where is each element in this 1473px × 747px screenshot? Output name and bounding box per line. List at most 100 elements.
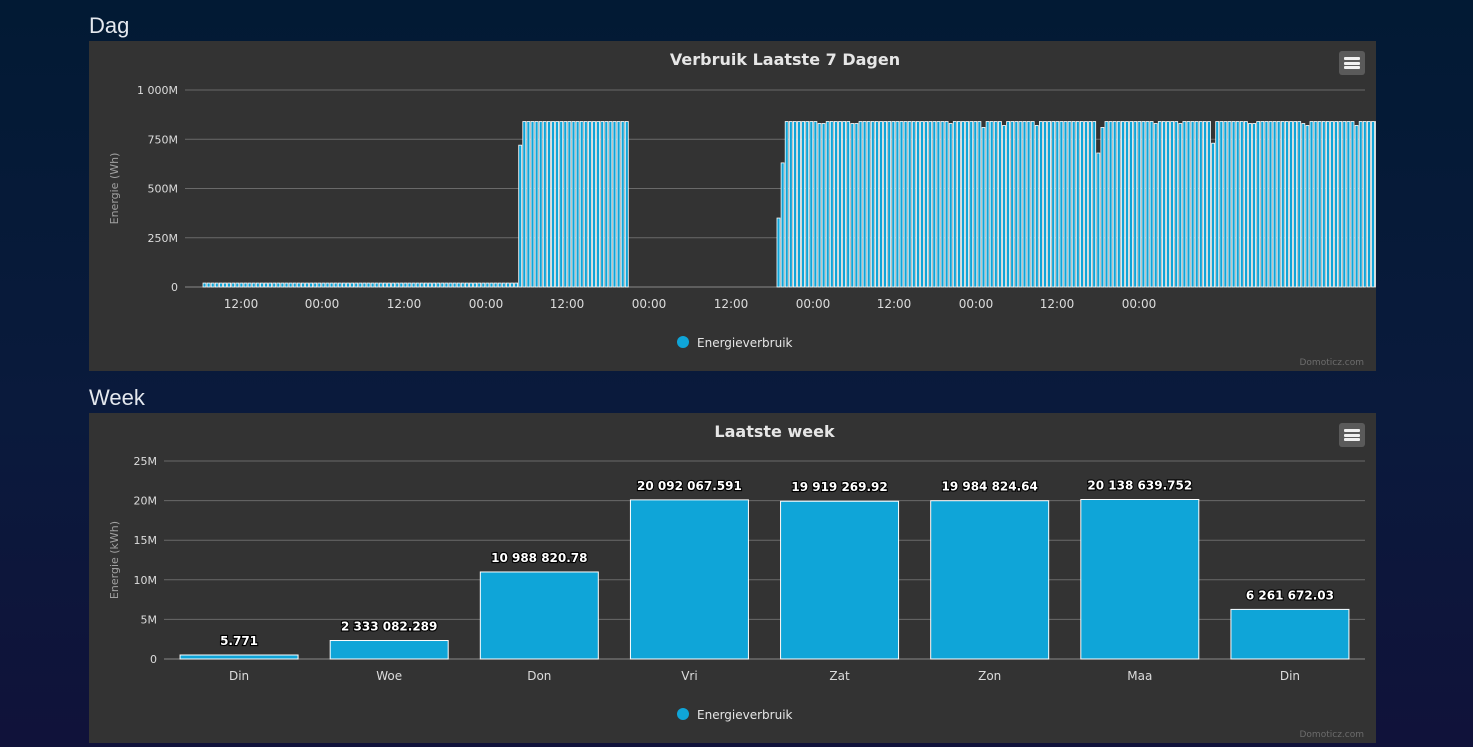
bar [1104, 121, 1109, 288]
bar [793, 121, 797, 288]
bar [1211, 142, 1215, 288]
bar [1219, 121, 1224, 288]
bar [1018, 121, 1023, 288]
bar [895, 121, 900, 288]
bar [514, 282, 519, 288]
bar [1248, 123, 1252, 288]
bar [788, 121, 793, 288]
bar [440, 282, 445, 288]
bar [1166, 121, 1170, 288]
bar [916, 121, 920, 288]
bar [485, 282, 490, 288]
bar [616, 121, 621, 288]
bar [567, 121, 572, 288]
bar [1346, 121, 1351, 288]
x-tick-label: Vri [681, 669, 697, 683]
bar [883, 121, 887, 288]
bar [583, 121, 588, 288]
bar [1116, 121, 1121, 288]
bar [559, 121, 564, 288]
bar [604, 121, 609, 288]
bar [1075, 121, 1080, 288]
bar [866, 121, 871, 288]
bar [395, 282, 400, 288]
bar [846, 121, 851, 288]
week-chart-credits[interactable]: Domoticz.com [1299, 730, 1365, 740]
bar [1223, 121, 1228, 288]
bar [587, 121, 592, 288]
bar [1121, 121, 1125, 288]
bar [374, 282, 379, 288]
bar [505, 282, 510, 288]
bar [870, 121, 875, 288]
bar [784, 121, 789, 288]
day-section-title: Dag [89, 13, 130, 38]
chart-title: Verbruik Laatste 7 Dagen [670, 50, 900, 69]
week-chart-menu-button[interactable] [1339, 423, 1365, 447]
bar [596, 121, 601, 288]
bar [235, 282, 240, 288]
bar [555, 121, 560, 288]
bar [501, 282, 506, 288]
bar [1100, 127, 1105, 288]
bar [288, 282, 293, 288]
bar [1203, 121, 1207, 288]
bar [239, 282, 244, 288]
bar [1010, 121, 1015, 288]
bar [1051, 121, 1056, 288]
data-label: 6 261 672.03 [1246, 588, 1334, 602]
bar [952, 121, 957, 288]
legend-label: Energieverbruik [697, 336, 793, 350]
bar [829, 121, 834, 288]
bar [907, 121, 912, 288]
bar [444, 282, 449, 288]
bar [227, 282, 232, 288]
bar [1334, 121, 1338, 288]
bar [1071, 121, 1076, 288]
day-chart-menu-button[interactable] [1339, 51, 1365, 75]
bar [940, 121, 945, 288]
bar [924, 121, 928, 288]
bar [460, 282, 465, 288]
bar [1080, 499, 1200, 660]
bar [920, 121, 924, 288]
bar [1297, 121, 1302, 288]
x-tick-label: 00:00 [632, 297, 667, 311]
bar [575, 121, 580, 288]
bar [231, 282, 236, 288]
bar [333, 282, 338, 288]
bar [399, 282, 404, 288]
bar [337, 282, 342, 288]
bar [961, 121, 965, 288]
bar [887, 121, 892, 288]
bar [797, 121, 801, 288]
bar [1194, 121, 1199, 288]
bar [1092, 121, 1097, 288]
bar [932, 121, 937, 288]
x-tick-label: Din [229, 669, 249, 683]
bar [378, 282, 383, 288]
x-tick-label: 12:00 [224, 297, 259, 311]
bar [1235, 121, 1240, 288]
bar [317, 282, 322, 288]
bar [473, 282, 478, 288]
bar [1260, 121, 1265, 288]
bar [817, 123, 822, 288]
bar [436, 282, 441, 288]
bar [1256, 121, 1261, 288]
bar [993, 121, 998, 288]
bar [479, 571, 599, 660]
bar [1198, 121, 1203, 288]
bar [534, 121, 539, 288]
bar [776, 217, 781, 288]
y-tick-label: 5M [141, 613, 158, 626]
y-tick-label: 1 000M [137, 84, 178, 97]
legend-marker [677, 336, 689, 348]
day-chart-credits[interactable]: Domoticz.com [1299, 358, 1365, 368]
bar [1305, 125, 1310, 288]
x-tick-label: Don [527, 669, 551, 683]
bar [903, 121, 908, 288]
x-tick-label: 12:00 [1040, 297, 1075, 311]
week-section-title: Week [89, 385, 145, 410]
day-chart-panel: Verbruik Laatste 7 Dagen 0 250M 500M 750M 1 0… [89, 41, 1376, 371]
